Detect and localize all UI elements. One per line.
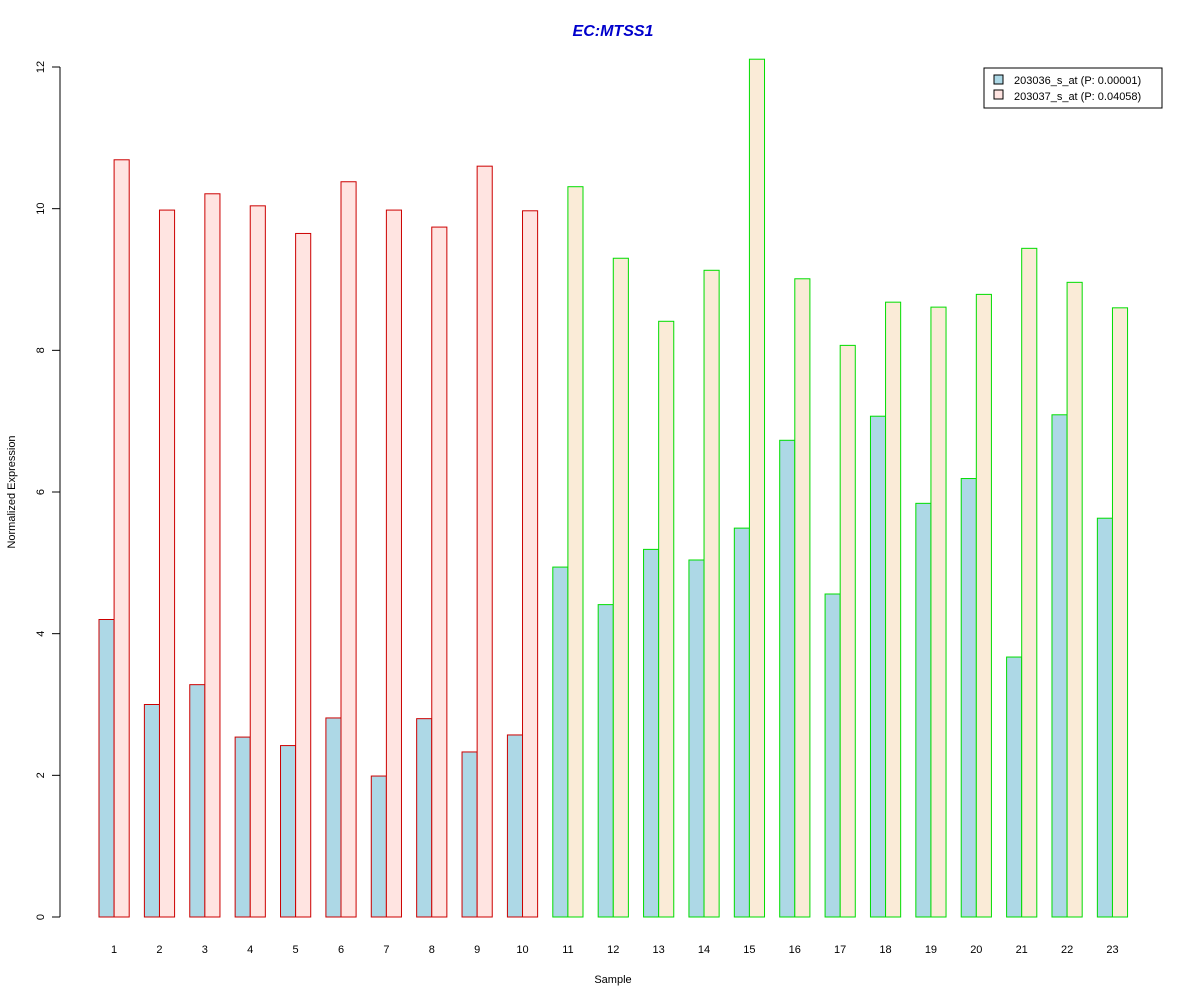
bar-203037-s-at — [885, 301, 902, 918]
bar-203037-s-at — [1021, 247, 1038, 918]
x-tick-label: 5 — [293, 944, 299, 956]
y-axis-label: Normalized Expression — [6, 435, 18, 548]
legend-label-1: 203036_s_at (P: 0.00001) — [1014, 75, 1141, 87]
x-tick-label: 14 — [698, 944, 710, 956]
x-tick-label: 9 — [474, 944, 480, 956]
bar-203037-s-at — [431, 226, 448, 918]
bar-203036-s-at — [189, 684, 206, 918]
bar-203036-s-at — [234, 736, 251, 918]
x-tick-label: 17 — [834, 944, 846, 956]
bar-203037-s-at — [522, 210, 539, 918]
bar-203036-s-at — [461, 751, 478, 918]
x-tick-label: 8 — [429, 944, 435, 956]
bar-203036-s-at — [98, 619, 115, 918]
y-tick-label: 0 — [35, 914, 47, 920]
bar-203037-s-at — [1066, 281, 1083, 918]
x-tick-label: 2 — [156, 944, 162, 956]
y-tick-label: 6 — [35, 489, 47, 495]
bar-203036-s-at — [1051, 414, 1068, 918]
x-tick-label: 10 — [516, 944, 528, 956]
x-axis-label: Sample — [594, 974, 631, 986]
legend-label-2: 203037_s_at (P: 0.04058) — [1014, 91, 1141, 103]
bar-203037-s-at — [476, 165, 493, 918]
bar-203037-s-at — [658, 320, 675, 918]
bar-203037-s-at — [930, 306, 947, 918]
bar-203037-s-at — [612, 257, 629, 918]
bar-203036-s-at — [1096, 517, 1113, 918]
x-tick-label: 15 — [743, 944, 755, 956]
bars — [98, 58, 1129, 918]
x-tick-label: 11 — [562, 944, 573, 956]
bar-203037-s-at — [567, 186, 584, 918]
x-tick-label: 7 — [383, 944, 389, 956]
legend-swatch-1 — [993, 74, 1004, 85]
x-tick-label: 13 — [653, 944, 665, 956]
y-tick-label: 8 — [35, 347, 47, 353]
bar-203037-s-at — [295, 232, 312, 918]
bar-203036-s-at — [688, 559, 705, 918]
bar-203037-s-at — [158, 209, 176, 918]
bar-203037-s-at — [113, 159, 130, 918]
bar-203036-s-at — [1006, 656, 1023, 918]
x-tick-label: 3 — [202, 944, 208, 956]
bar-203037-s-at — [249, 205, 266, 918]
bar-203036-s-at — [643, 548, 660, 918]
y-tick-label: 12 — [35, 61, 47, 73]
y-tick-label: 4 — [35, 631, 47, 637]
x-tick-label: 18 — [879, 944, 891, 956]
legend-swatch-2 — [993, 89, 1004, 100]
bar-203037-s-at — [385, 209, 402, 918]
y-tick-label: 10 — [35, 203, 47, 215]
legend: 203036_s_at (P: 0.00001) 203037_s_at (P:… — [983, 67, 1163, 109]
bar-203037-s-at — [975, 293, 992, 918]
x-tick-label: 22 — [1061, 944, 1073, 956]
bar-203036-s-at — [915, 502, 932, 918]
bar-203036-s-at — [143, 704, 160, 918]
x-tick-label: 20 — [970, 944, 982, 956]
x-tick-label: 23 — [1106, 944, 1118, 956]
x-tick-label: 12 — [607, 944, 619, 956]
bar-203036-s-at — [325, 717, 342, 918]
y-axis: 0 2 4 6 8 10 12 — [35, 61, 61, 920]
bar-203036-s-at — [733, 527, 750, 918]
bar-203037-s-at — [748, 58, 766, 918]
bar-203037-s-at — [839, 344, 856, 918]
x-tick-label: 4 — [247, 944, 253, 956]
bar-203036-s-at — [552, 566, 569, 918]
bar-203037-s-at — [703, 269, 720, 918]
bar-203037-s-at — [1111, 307, 1129, 918]
y-tick-label: 2 — [35, 772, 47, 778]
bar-203036-s-at — [370, 775, 387, 918]
bar-203036-s-at — [824, 593, 841, 918]
bar-203036-s-at — [506, 734, 524, 918]
chart-title: EC:MTSS1 — [573, 23, 654, 40]
bar-203037-s-at — [340, 181, 357, 918]
bar-203036-s-at — [779, 439, 796, 918]
x-tick-labels: 1 2 3 4 5 6 7 8 9 10 11 12 13 14 15 16 17 18 19 20 21 22 23 — [111, 944, 1119, 956]
bar-203036-s-at — [416, 718, 433, 918]
x-tick-label: 16 — [789, 944, 801, 956]
x-tick-label: 6 — [338, 944, 344, 956]
bar-203036-s-at — [960, 478, 977, 918]
x-tick-label: 21 — [1016, 944, 1028, 956]
bar-203036-s-at — [869, 415, 887, 918]
bar-203037-s-at — [204, 193, 221, 918]
bar-203036-s-at — [280, 745, 297, 918]
x-tick-label: 19 — [925, 944, 937, 956]
x-tick-label: 1 — [111, 944, 117, 956]
legend-box — [983, 67, 1163, 109]
bar-203037-s-at — [794, 278, 811, 918]
bar-203036-s-at — [597, 604, 614, 918]
